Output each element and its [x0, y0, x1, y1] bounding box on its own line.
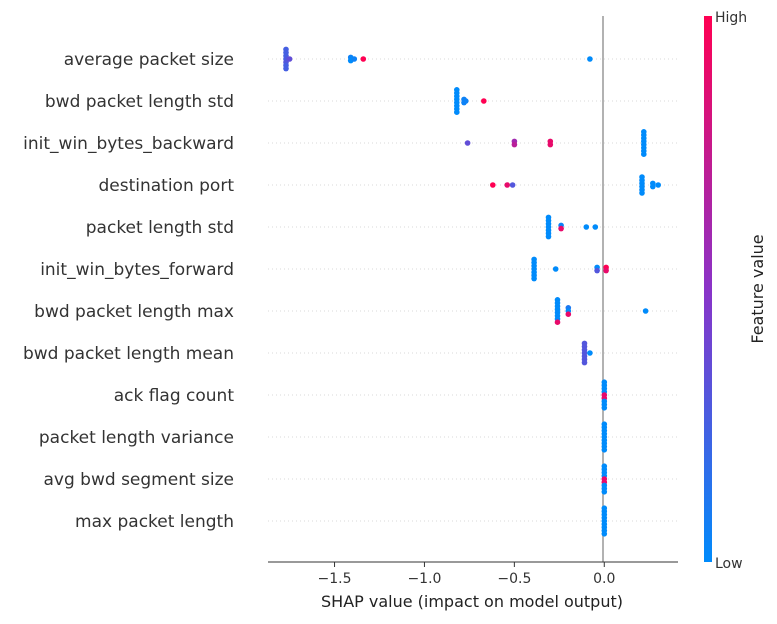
shap-point — [481, 98, 487, 104]
shap-point — [511, 141, 518, 148]
x-tick-label: 0.0 — [593, 571, 615, 587]
shap-point — [509, 182, 516, 188]
feature-label: bwd packet length std — [45, 92, 234, 112]
shap-point — [565, 311, 572, 318]
feature-label: destination port — [98, 176, 234, 196]
x-tick-label: −0.5 — [497, 571, 531, 587]
shap-point — [504, 182, 511, 188]
shap-point — [601, 447, 608, 453]
feature-label: average packet size — [64, 50, 234, 70]
feature-label: bwd packet length mean — [23, 344, 234, 364]
shap-point — [554, 319, 561, 326]
shap-point — [283, 65, 289, 72]
shap-point — [464, 140, 471, 146]
colorbar-title: Feature value — [748, 234, 767, 343]
shap-point — [547, 141, 554, 148]
shap-point — [286, 56, 293, 62]
shap-point — [639, 190, 645, 196]
x-axis-ticks: −1.5 −1.0 −0.5 0.0 — [318, 562, 615, 587]
feature-labels: average packet size bwd packet length std… — [23, 50, 234, 532]
feature-label: packet length std — [86, 218, 234, 238]
shap-point — [581, 359, 588, 366]
row-guide-lines — [268, 58, 678, 522]
shap-point — [655, 182, 661, 188]
shap-point — [558, 225, 564, 232]
shap-point — [603, 267, 609, 274]
shap-point — [351, 56, 358, 62]
shap-point — [490, 182, 496, 188]
shap-point — [531, 275, 537, 282]
shap-points — [283, 46, 661, 537]
colorbar-high-label: High — [715, 10, 747, 26]
feature-label: init_win_bytes_backward — [23, 134, 234, 154]
x-tick-label: −1.5 — [318, 571, 352, 587]
shap-point — [642, 308, 649, 314]
shap-point — [592, 224, 599, 230]
feature-label: packet length variance — [39, 428, 234, 448]
shap-point — [583, 224, 590, 230]
shap-point — [552, 266, 559, 272]
feature-label: ack flag count — [114, 386, 235, 406]
feature-label: init_win_bytes_forward — [40, 260, 234, 280]
shap-point — [587, 350, 593, 356]
shap-point — [650, 183, 656, 190]
shap-point — [454, 109, 460, 115]
feature-label: bwd packet length max — [34, 302, 234, 322]
shap-point — [594, 267, 600, 274]
colorbar — [704, 16, 712, 562]
feature-label: max packet length — [75, 512, 234, 532]
shap-point — [601, 531, 608, 537]
feature-label: avg bwd segment size — [44, 470, 235, 490]
shap-point — [641, 151, 647, 157]
colorbar-low-label: Low — [715, 556, 743, 572]
x-axis-title: SHAP value (impact on model output) — [321, 592, 623, 611]
x-tick-label: −1.0 — [407, 571, 441, 587]
shap-point — [545, 233, 552, 240]
shap-point — [463, 98, 469, 104]
shap-point — [601, 489, 608, 495]
shap-point — [360, 56, 367, 62]
shap-point — [587, 56, 593, 62]
shap-point — [601, 405, 608, 411]
